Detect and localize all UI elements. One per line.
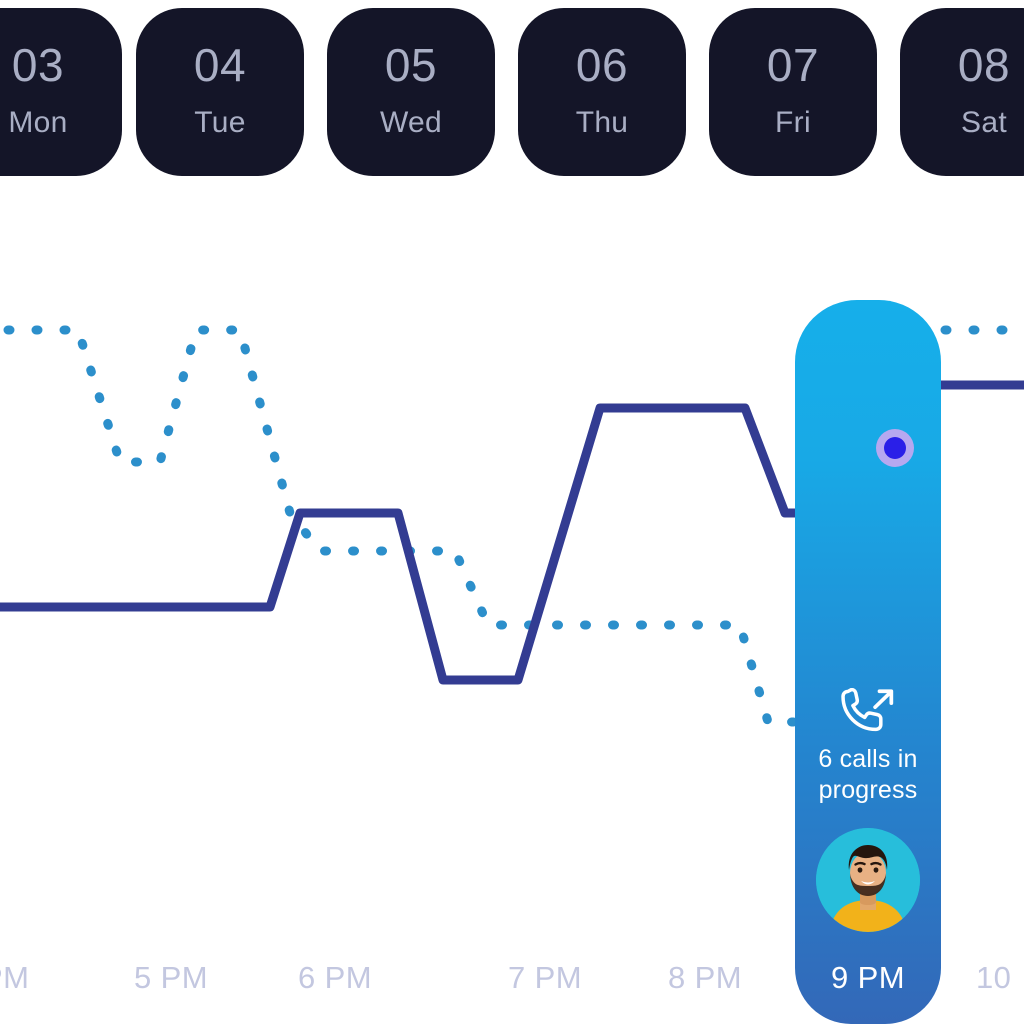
time-tick[interactable]: 7 PM (508, 960, 582, 995)
day-selector-strip: 03 Mon 04 Tue 05 Wed 06 Thu 07 Fri 08 Sat (0, 0, 1024, 190)
data-point-marker[interactable] (869, 422, 921, 474)
time-tick[interactable]: 8 PM (668, 960, 742, 995)
day-chip-tue[interactable]: 04 Tue (136, 8, 304, 176)
day-chip-number: 04 (193, 39, 247, 91)
avatar-illustration (816, 828, 920, 932)
time-tick[interactable]: PM (0, 960, 30, 995)
forecast-line (0, 325, 800, 727)
day-chip-number: 07 (766, 39, 820, 91)
day-chip-number: 05 (384, 39, 438, 91)
day-chip-number: 08 (957, 39, 1011, 91)
day-chip-sat[interactable]: 08 Sat (900, 8, 1024, 176)
day-chip-thu[interactable]: 06 Thu (518, 8, 686, 176)
time-axis: PM 5 PM 6 PM 7 PM 8 PM 10 (0, 960, 1024, 1024)
day-chip-number: 03 (11, 39, 65, 91)
day-chip-weekday: Mon (8, 106, 68, 139)
day-chip-number: 06 (575, 39, 629, 91)
day-chip-fri[interactable]: 07 Fri (709, 8, 877, 176)
time-tick[interactable]: 10 (976, 960, 1012, 995)
time-tick[interactable]: 5 PM (134, 960, 208, 995)
avatar[interactable] (816, 828, 920, 932)
calls-in-progress-label: 6 calls in progress (818, 745, 918, 804)
day-chip-weekday: Fri (775, 106, 811, 139)
day-chip-weekday: Thu (575, 106, 629, 139)
outgoing-call-icon (841, 688, 894, 732)
day-chip-weekday: Sat (961, 106, 1007, 139)
highlighted-time-label: 9 PM (831, 960, 905, 995)
day-chip-mon[interactable]: 03 Mon (0, 8, 122, 176)
day-chip-weekday: Wed (379, 106, 443, 139)
highlighted-time-column[interactable]: 6 calls in progress (795, 300, 941, 1024)
day-chip-wed[interactable]: 05 Wed (327, 8, 495, 176)
time-tick[interactable]: 6 PM (298, 960, 372, 995)
day-chip-weekday: Tue (194, 106, 246, 139)
column-content: 6 calls in progress (795, 688, 941, 1024)
